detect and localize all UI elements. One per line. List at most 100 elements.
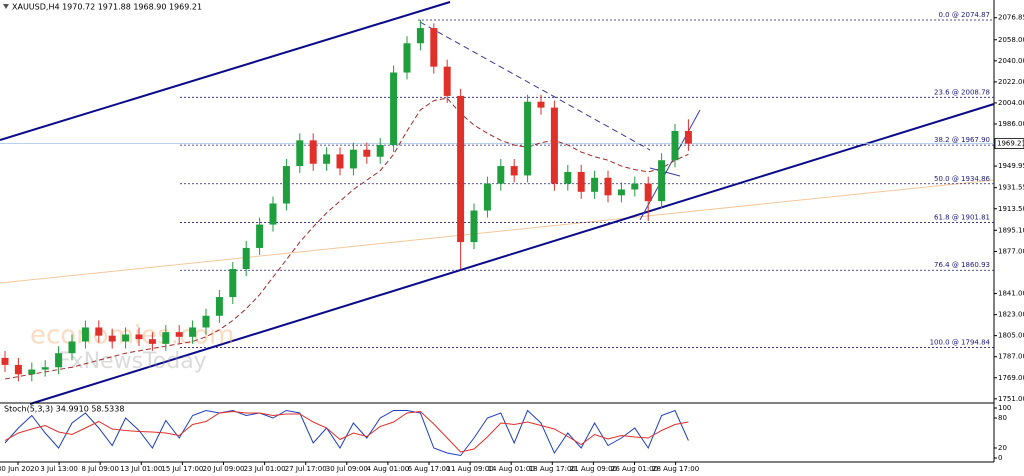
fib-label: 50.0 @ 1934.86 xyxy=(934,175,991,183)
candle-body xyxy=(256,224,264,248)
candle-body xyxy=(631,183,639,190)
y-tick-label: 1769.00 xyxy=(998,374,1024,382)
candle-body xyxy=(122,334,130,342)
stoch-tick-label: 0 xyxy=(998,454,1002,462)
stoch-tick-label: 80 xyxy=(998,414,1007,422)
symbol-icon xyxy=(3,4,9,9)
candle-body xyxy=(577,171,585,192)
candle-body xyxy=(202,315,210,328)
stoch-title: Stoch(5,3,3) 34.9910 58.5338 xyxy=(4,405,124,414)
stoch-tick-label: 100 xyxy=(998,404,1011,412)
x-tick-label: 11 Aug 09:00 xyxy=(446,465,493,473)
long-ma xyxy=(0,179,995,284)
current-price-label: 1969.21 xyxy=(997,140,1024,148)
candle-body xyxy=(242,247,250,269)
candle-body xyxy=(215,297,223,316)
y-tick-label: 1787.00 xyxy=(998,353,1024,361)
watermark: FxNewsToday xyxy=(58,349,207,374)
candle-body xyxy=(671,130,679,161)
candle-body xyxy=(269,203,277,225)
y-tick-label: 1949.95 xyxy=(998,162,1024,170)
x-tick-label: 4 Aug 01:00 xyxy=(367,465,410,473)
x-tick-label: 18 Aug 17:00 xyxy=(529,465,576,473)
candle-body xyxy=(28,369,36,375)
channel-upper xyxy=(0,1,451,141)
candle-body xyxy=(229,268,237,298)
candle-body xyxy=(296,140,304,167)
trend-line-dashed xyxy=(419,21,651,151)
y-tick-label: 1895.10 xyxy=(998,226,1024,234)
candle-body xyxy=(363,149,371,157)
candle-body xyxy=(14,364,22,375)
candle-body xyxy=(403,43,411,73)
candle-body xyxy=(604,177,612,196)
candle-body xyxy=(336,154,344,169)
fib-label: 61.8 @ 1901.81 xyxy=(934,213,990,221)
x-tick-label: 23 Jul 01:00 xyxy=(244,465,286,473)
candle-body xyxy=(1,357,9,365)
fib-label: 100.0 @ 1794.84 xyxy=(930,339,991,347)
x-tick-label: 27 Jul 17:00 xyxy=(285,465,327,473)
x-tick-label: 26 Aug 01:00 xyxy=(611,465,658,473)
candle-body xyxy=(550,107,558,184)
candle-body xyxy=(684,130,692,144)
x-tick-label: 30 Jul 09:00 xyxy=(326,465,368,473)
trend-line-short xyxy=(639,109,701,221)
candle-body xyxy=(416,28,424,44)
x-tick-label: 30 Jun 2020 xyxy=(0,465,39,473)
y-tick-label: 1805.00 xyxy=(998,332,1024,340)
candle-body xyxy=(95,327,103,336)
candle-body xyxy=(81,327,89,342)
candle-body xyxy=(309,140,317,164)
candle-body xyxy=(349,149,357,169)
channel-lower xyxy=(29,103,995,405)
y-tick-label: 1751.00 xyxy=(998,395,1024,403)
fib-label: 76.4 @ 1860.93 xyxy=(934,261,990,269)
fib-label: 23.6 @ 2008.78 xyxy=(934,88,990,96)
y-tick-label: 1986.00 xyxy=(998,120,1024,128)
candle-body xyxy=(135,334,143,340)
candle-body xyxy=(68,341,76,354)
x-tick-label: 20 Jul 09:00 xyxy=(203,465,245,473)
candle-body xyxy=(443,66,451,96)
candle-body xyxy=(175,332,183,337)
y-tick-label: 1931.55 xyxy=(998,184,1024,192)
candle-body xyxy=(457,95,465,243)
candle-body xyxy=(41,367,49,370)
y-tick-label: 1877.00 xyxy=(998,247,1024,255)
candle-body xyxy=(282,166,290,204)
candle-body xyxy=(189,327,197,337)
stoch-tick-label: 20 xyxy=(998,444,1007,452)
current-price-box xyxy=(994,138,1024,150)
candle-body xyxy=(390,72,398,146)
fib-label: 38.2 @ 1967.90 xyxy=(934,136,990,144)
candle-body xyxy=(497,166,505,184)
y-tick-label: 2040.00 xyxy=(998,57,1024,65)
candle-body xyxy=(108,335,116,342)
candle-body xyxy=(658,160,666,202)
y-tick-label: 2004.00 xyxy=(998,99,1024,107)
candle-body xyxy=(644,183,652,202)
candle-body xyxy=(591,177,599,192)
candle-body xyxy=(470,210,478,243)
y-tick-label: 2022.00 xyxy=(998,78,1024,86)
candle-body xyxy=(162,332,170,344)
fib-label: 0.0 @ 2074.87 xyxy=(938,11,990,19)
candle-body xyxy=(510,166,518,176)
candle-body xyxy=(376,145,384,157)
candle-body xyxy=(55,353,63,368)
candle-body xyxy=(323,154,331,164)
x-tick-label: 8 Jul 09:00 xyxy=(81,465,119,473)
candle-body xyxy=(564,171,572,184)
y-tick-label: 2058.00 xyxy=(998,36,1024,44)
x-tick-label: 15 Jul 17:00 xyxy=(161,465,203,473)
x-tick-label: 3 Jul 13:00 xyxy=(40,465,78,473)
candle-body xyxy=(430,28,438,67)
y-tick-label: 1913.50 xyxy=(998,205,1024,213)
candle-body xyxy=(483,183,491,211)
candle-body xyxy=(537,101,545,108)
x-tick-label: 28 Aug 17:00 xyxy=(652,465,699,473)
moving-average xyxy=(4,97,689,380)
